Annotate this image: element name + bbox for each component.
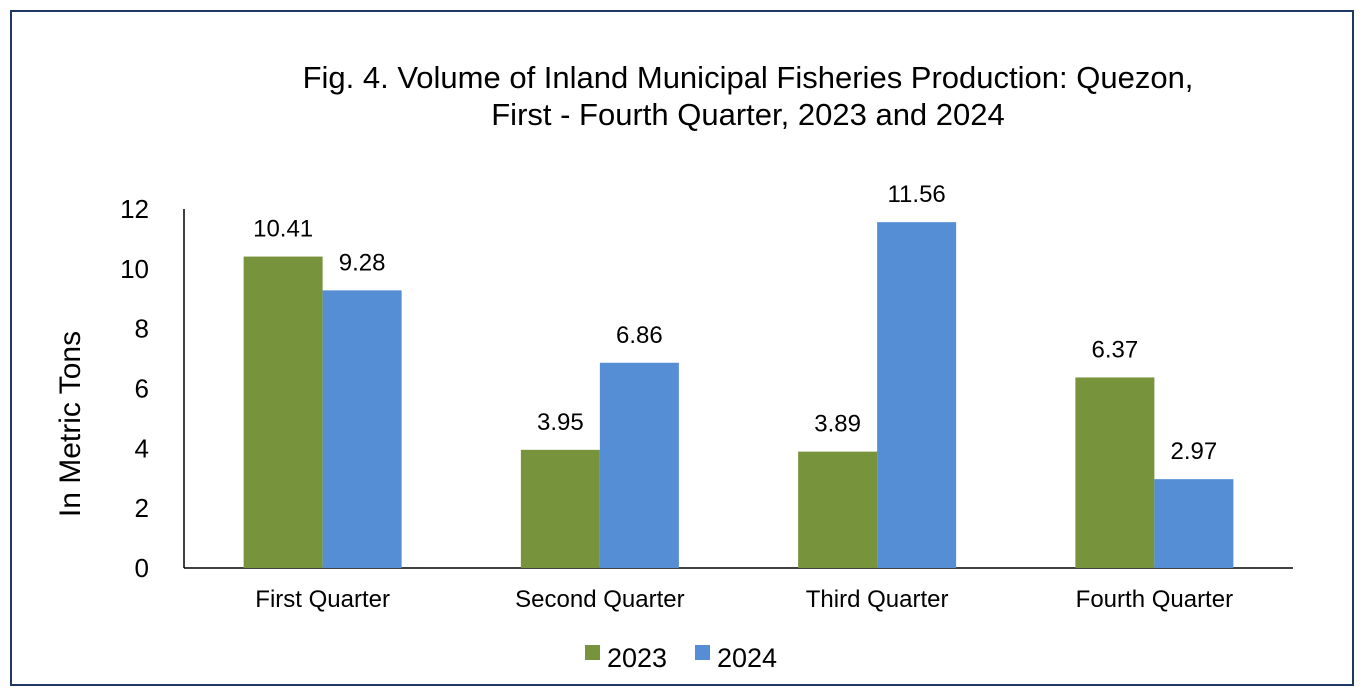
data-label-2024: 2.97 [1171,438,1218,465]
y-tick-label: 8 [135,314,149,344]
chart-frame: Fig. 4. Volume of Inland Municipal Fishe… [10,10,1354,686]
legend-label-2023: 2023 [607,643,667,673]
data-label-2024: 6.86 [616,322,663,349]
x-tick-label: Third Quarter [806,586,949,613]
x-tick-label: First Quarter [255,586,390,613]
y-tick-label: 0 [135,553,149,583]
bar-2023 [520,449,600,568]
data-label-2024: 11.56 [887,181,945,208]
legend: 2023 2024 [585,643,777,673]
y-tick-label: 4 [135,433,149,463]
bar-2024 [1154,479,1234,568]
data-label-2024: 9.28 [339,249,386,276]
chart-title-line-2: First - Fourth Quarter, 2023 and 2024 [491,97,1005,132]
bar-2024 [599,362,679,568]
data-label-2023: 10.41 [253,216,313,243]
chart-title-line-1: Fig. 4. Volume of Inland Municipal Fishe… [303,60,1194,95]
x-tick-label: Fourth Quarter [1076,586,1233,613]
x-tick-label: Second Quarter [515,586,684,613]
chart: Fig. 4. Volume of Inland Municipal Fishe… [54,60,1293,673]
bar-2023 [1075,377,1155,568]
y-tick-label: 2 [135,493,149,523]
data-label-2023: 3.95 [537,409,584,436]
plot-area: 0 2 4 6 8 10 12 10.41 9.28 First Quarter 3.95 6.86 S… [120,181,1293,613]
bar-2024 [877,222,957,568]
bar-2023 [798,451,878,568]
data-label-2023: 3.89 [814,411,861,438]
y-tick-label: 12 [120,194,149,224]
data-label-2023: 6.37 [1092,336,1139,363]
legend-swatch-2024 [695,645,710,660]
y-axis-label: In Metric Tons [54,331,87,517]
legend-swatch-2023 [585,645,600,660]
bar-2023 [243,256,323,568]
y-tick-label: 6 [135,374,149,404]
bar-2024 [322,290,402,568]
y-tick-label: 10 [120,254,149,284]
legend-label-2024: 2024 [717,643,777,673]
